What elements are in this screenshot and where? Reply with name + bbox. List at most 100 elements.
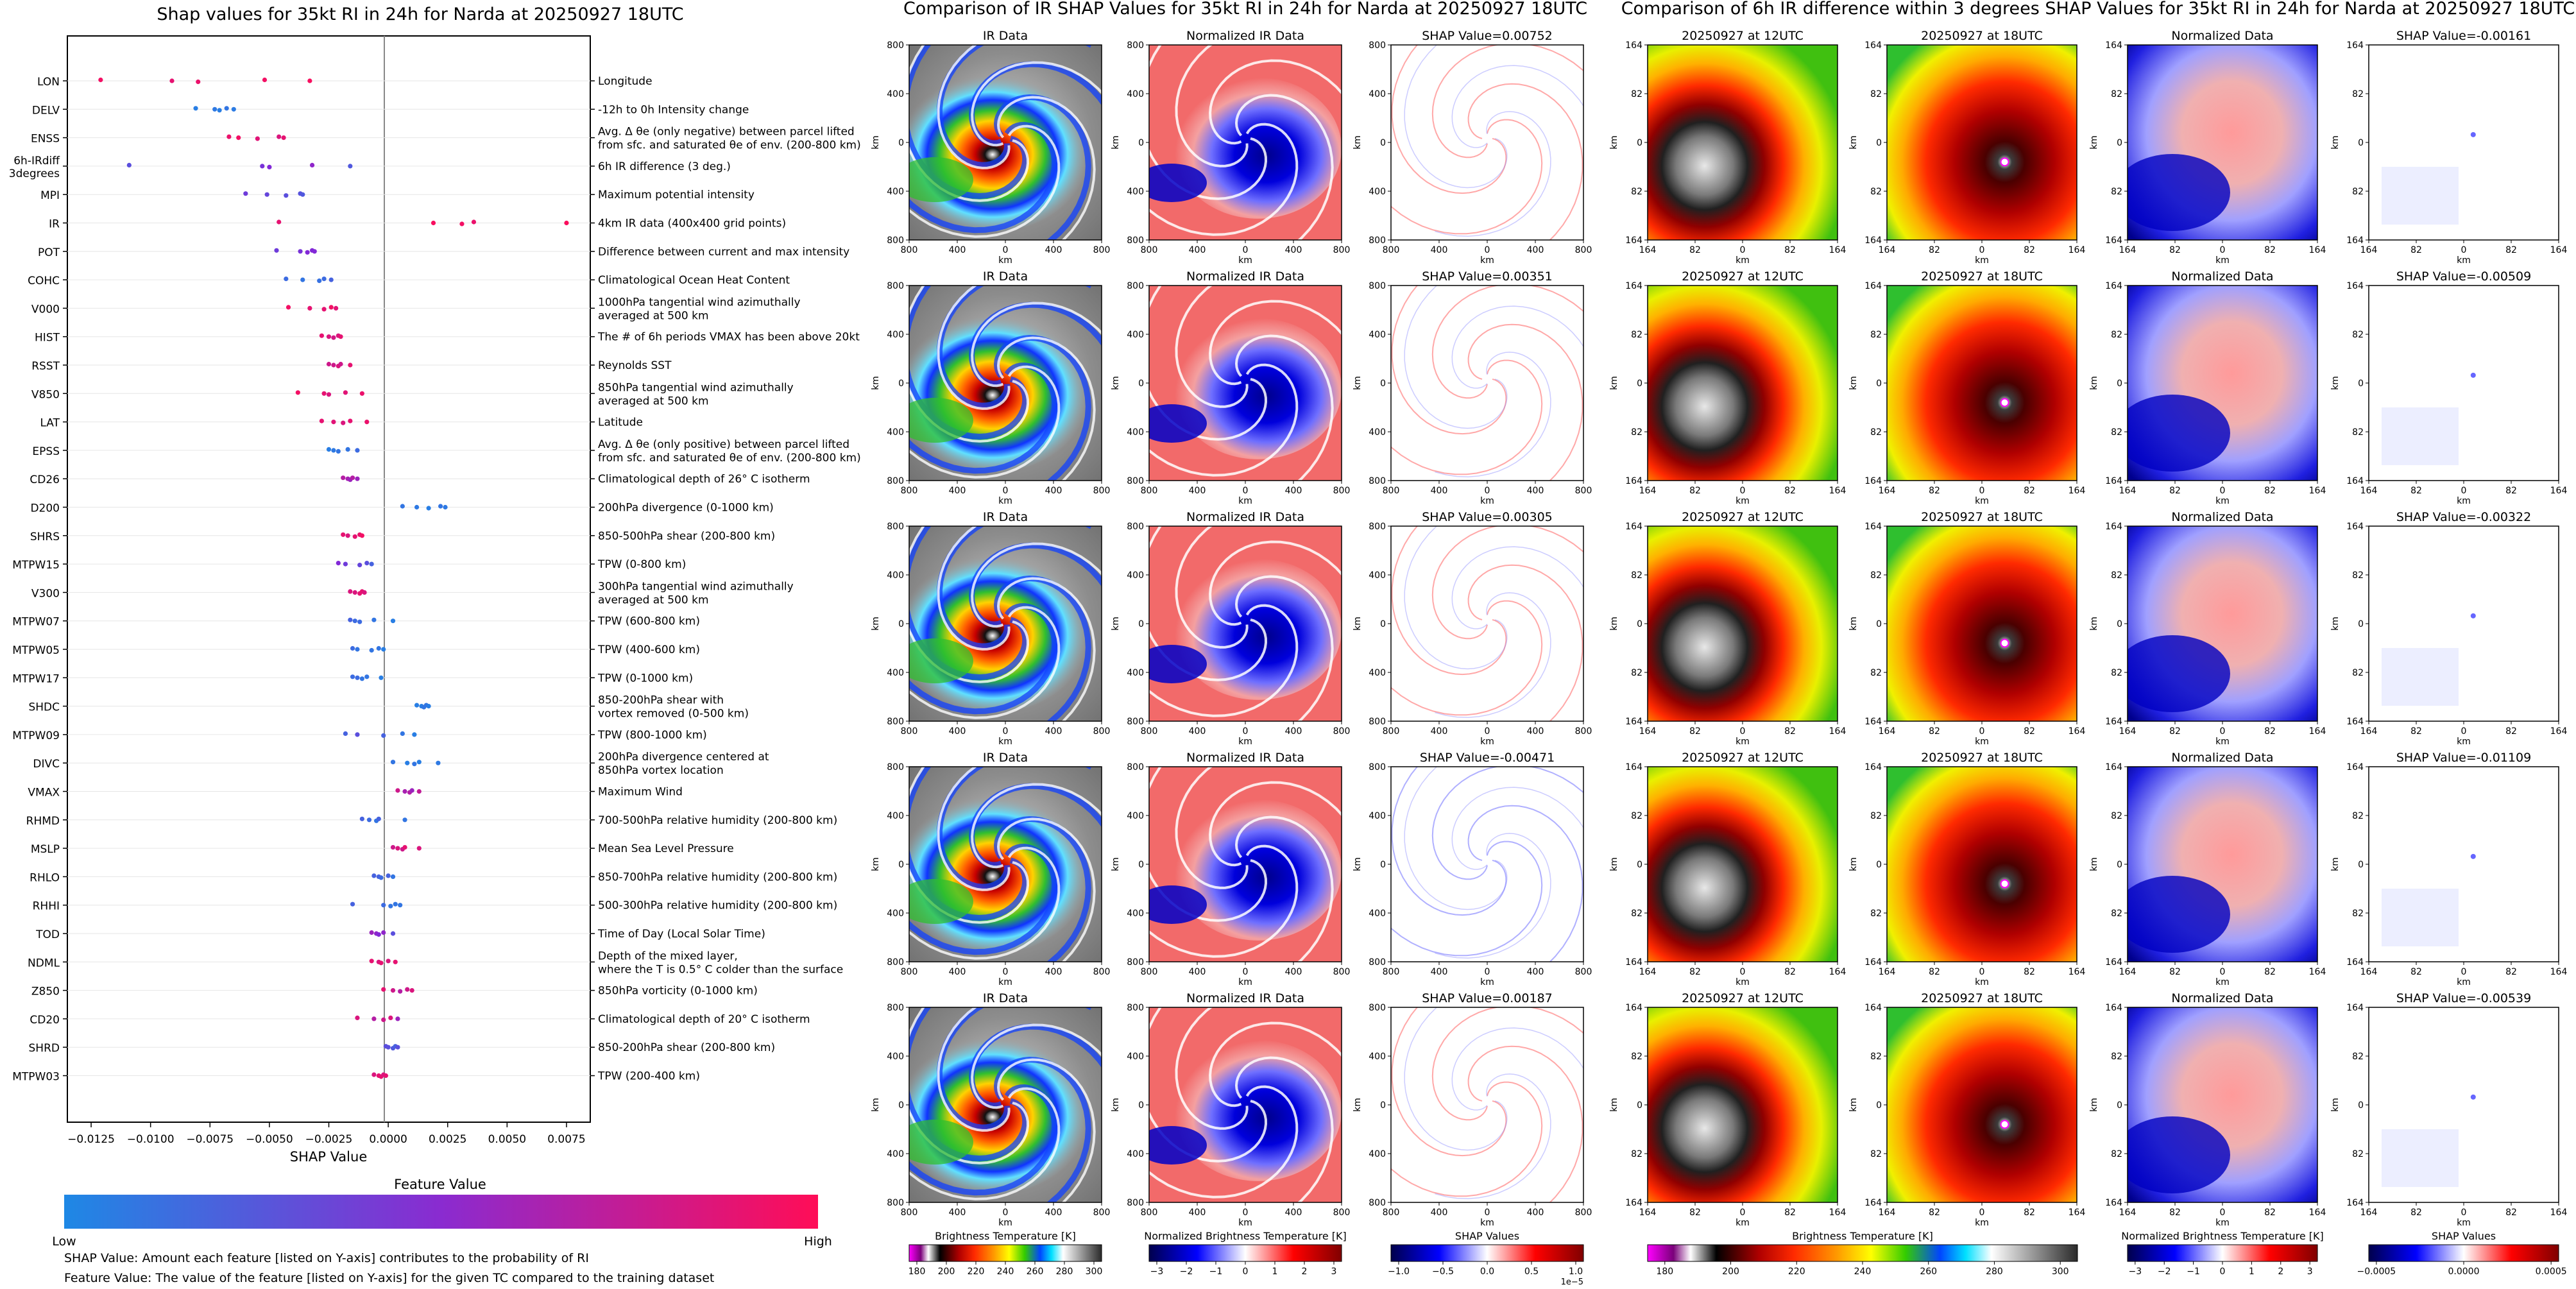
colorbar: Brightness Temperature [K] 180 200 220 240 26… [908,1230,1103,1277]
cloud-band [971,1023,1102,1109]
colorbar-tick-label: 300 [2052,1267,2069,1277]
cloud-band [909,286,1028,440]
shap-point [343,390,348,395]
y-tick-label: 0 [2358,138,2364,148]
y-axis-label: km [871,617,881,631]
y-tick-label: 82 [2111,668,2122,678]
shap-point [459,221,465,226]
y-axis-label: km [2330,857,2341,871]
x-axis-label: km [1480,737,1494,747]
y-tick-label: 800 [1127,281,1144,291]
colorbar-tick-label: 0.0005 [2536,1267,2567,1277]
y-tick-label: 82 [2111,570,2122,581]
x-tick-label: 400 [1285,1208,1302,1218]
feature-label: COHC [28,275,60,287]
x-tick-label: 800 [901,486,918,496]
feature-description: Maximum Wind [598,786,683,799]
x-tick-label: 800 [901,967,918,977]
x-axis-label: km [1736,496,1750,506]
cloud-band [1149,1085,1299,1199]
shap-point [359,676,364,681]
shap-point [328,305,334,310]
shap-point [416,846,422,851]
shap-point [341,532,346,537]
cloud-band [909,1007,1030,1165]
feature-label: SHRD [29,1042,60,1055]
y-tick-label: 800 [887,957,904,968]
y-tick-label: 0 [898,379,904,389]
x-tick-label: 164 [2550,245,2568,255]
y-tick-label: 0 [1637,1100,1642,1111]
x-tick-label: 0.0000 [369,1133,407,1146]
colorbar: SHAP Values −0.0005 0.0000 0.0005 [2357,1230,2566,1277]
colorbar-label: SHAP Values [1455,1230,1519,1242]
y-tick-label: 800 [887,476,904,486]
panel-title: Normalized IR Data [1186,269,1304,284]
y-tick-label: 800 [887,1003,904,1013]
cloud-band [1451,305,1583,389]
y-tick-label: 0 [1138,1100,1144,1111]
cloud-band [1467,805,1583,962]
shap-point [312,249,317,254]
shap-point [319,418,324,423]
beeswarm-panel: Shap values for 35kt RI in 24h for Narda… [9,4,861,1285]
feature-value-high: High [804,1234,832,1249]
x-tick-label: 800 [1575,726,1592,737]
cloud-band [909,767,1030,924]
feature-description: 1000hPa tangential wind azimuthally avera… [598,296,801,322]
feature-description: Time of Day (Local Solar Time) [597,928,765,941]
cloud-band [971,61,1102,147]
y-tick-label: 400 [887,668,904,678]
x-tick-label: 800 [1093,726,1111,737]
shap-point [277,219,282,225]
y-tick-label: 82 [1870,89,1882,99]
x-tick-label: 164 [2119,245,2137,255]
shap-point [388,1015,393,1020]
y-tick-label: 0 [2358,860,2364,870]
colorbar-gradient [1647,1244,2078,1262]
feature-description: 6h IR difference (3 deg.) [598,160,731,173]
shap-point [300,192,305,197]
y-tick-label: 400 [1369,909,1386,919]
x-tick-label: 800 [901,1208,918,1218]
x-axis-label: km [2215,1218,2230,1228]
colorbar-tick-label: −1.0 [1388,1267,1410,1277]
x-tick-label: 800 [1383,967,1400,977]
feature-label: 6h-IRdiff 3degrees [9,155,61,180]
ir-diff-panel-grid: 20250927 at 12UTC 164 82 0 82 164 164 82 0 82 164 k… [1609,29,2567,1228]
shap-point [414,504,420,510]
shap-point [326,392,332,397]
feature-label: LON [37,76,60,89]
feature-label: MTPW03 [12,1071,60,1084]
y-tick-label: 400 [1369,668,1386,678]
x-tick-label: 82 [2264,486,2276,496]
x-tick-label: 800 [1141,967,1158,977]
shap-point [381,647,386,652]
shap-point [386,1045,391,1050]
panel-image [1391,45,1583,240]
shap-point [402,789,407,794]
x-tick-label: 0 [1243,245,1249,255]
x-tick-label: 0 [2220,967,2226,977]
shap-point [409,788,414,793]
x-tick-label: 82 [1689,967,1701,977]
panel-title: 20250927 at 12UTC [1682,991,1804,1005]
cloud-band [1391,1007,1507,1157]
feature-description: Maximum potential intensity [598,189,755,201]
panel-title: Normalized IR Data [1186,29,1304,43]
shap-point [355,448,360,453]
colorbar-tick-label: 0 [2220,1267,2226,1277]
feature-description: TPW (400-600 km) [597,644,700,656]
y-axis-label: km [1111,376,1121,390]
y-tick-label: 400 [887,427,904,438]
colorbar: Brightness Temperature [K] 180 200 220 240 26… [1647,1230,2078,1277]
cloud-band [1149,767,1268,922]
colorbar-gradient [2127,1244,2318,1262]
y-tick-label: 82 [1631,570,1642,581]
ir-diff-section-title: Comparison of 6h IR difference within 3 … [1621,0,2575,19]
shap-point [345,447,350,452]
shap-point [352,534,357,539]
shap-point [352,590,357,595]
cloud-band [996,96,1096,240]
